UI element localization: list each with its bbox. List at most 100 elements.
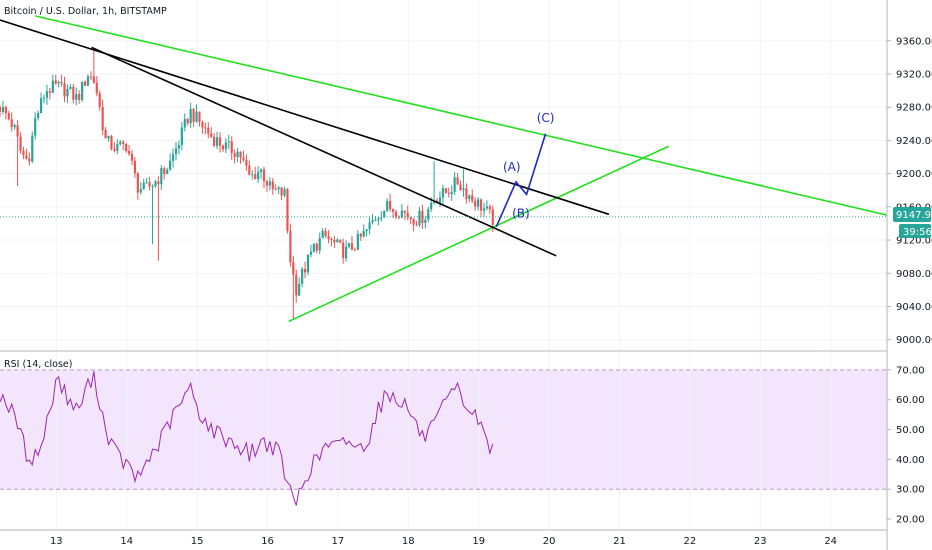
candle-body <box>309 251 313 255</box>
candle-body <box>31 135 34 162</box>
candle-body <box>130 153 134 161</box>
candle-body <box>438 197 442 203</box>
candle-body <box>468 195 471 199</box>
candle-body <box>333 239 336 243</box>
candle-body <box>315 243 318 251</box>
candle-body <box>189 109 192 124</box>
candle-body <box>374 219 377 221</box>
candle-body <box>394 211 398 217</box>
candle-body <box>265 181 269 186</box>
candle-body <box>169 160 172 170</box>
candle-body <box>34 117 37 136</box>
candle-body <box>63 83 66 97</box>
candle-body <box>286 189 289 231</box>
price-tick-label: 9280.00 <box>896 103 932 114</box>
candle-body <box>133 160 137 174</box>
candle-body <box>160 168 163 185</box>
candle-body <box>259 169 263 172</box>
candle-body <box>321 230 324 239</box>
candle-body <box>119 141 122 145</box>
time-tick-label: 21 <box>613 536 626 547</box>
green-trendline[interactable] <box>35 15 888 216</box>
candle-body <box>83 81 87 86</box>
candle-body <box>127 151 131 154</box>
time-tick-label: 24 <box>824 536 837 547</box>
candle-body <box>218 137 222 146</box>
price-axis[interactable]: 9360.009320.009280.009240.009200.009160.… <box>887 36 932 346</box>
black-trendline[interactable] <box>0 19 610 216</box>
candle-body <box>157 181 160 185</box>
candle-body <box>166 169 169 174</box>
candle-body <box>400 210 403 218</box>
candle-body <box>415 224 418 226</box>
candle-body <box>89 76 93 78</box>
time-tick-label: 19 <box>472 536 485 547</box>
candle-body <box>459 184 462 191</box>
candle-body <box>92 76 95 83</box>
candle-body <box>213 136 216 146</box>
candle-body <box>456 177 459 185</box>
time-tick-label: 13 <box>50 536 63 547</box>
candle-body <box>380 217 383 219</box>
grid <box>0 0 887 530</box>
candle-body <box>66 89 69 97</box>
candle-body <box>406 212 409 217</box>
candle-body <box>51 80 54 93</box>
candle-body <box>474 200 477 207</box>
candle-body <box>303 268 307 273</box>
countdown-value: 39:56 <box>903 227 932 238</box>
candle-body <box>28 158 31 162</box>
candle-body <box>268 181 271 186</box>
candle-body <box>54 80 57 84</box>
rsi-tick-label: 60.00 <box>896 395 925 406</box>
time-axis[interactable]: 13 14 15 16 17 18 19 20 21 22 23 24 <box>50 536 837 547</box>
candle-body <box>136 173 139 193</box>
price-tick-label: 9040.00 <box>896 302 932 313</box>
rsi-tick-label: 20.00 <box>896 515 925 526</box>
candle-body <box>289 230 292 263</box>
candle-body <box>227 141 230 143</box>
candle-body <box>257 171 260 180</box>
candle-body <box>171 154 175 161</box>
candle-body <box>485 206 489 209</box>
candle-body <box>254 174 257 180</box>
candle-body <box>192 109 195 122</box>
candle-body <box>386 200 389 211</box>
wave-label: (B) <box>512 207 530 221</box>
candle-body <box>125 143 128 152</box>
candle-body <box>148 182 151 187</box>
candle-body <box>362 231 365 237</box>
candle-body <box>110 135 113 149</box>
candle-body <box>427 209 430 220</box>
black-trendline[interactable] <box>91 46 557 257</box>
candle-body <box>421 210 424 224</box>
candle-body <box>4 107 7 114</box>
candle-body <box>22 150 25 156</box>
candle-body <box>1 107 5 112</box>
candle-body <box>397 216 401 218</box>
candle-body <box>13 125 16 128</box>
candle-body <box>116 144 119 151</box>
wave-label: (C) <box>537 111 555 125</box>
candle-body <box>195 111 198 122</box>
candle-body <box>57 81 60 84</box>
candle-body <box>81 81 84 100</box>
rsi-tick-label: 70.00 <box>896 365 925 376</box>
candle-body <box>412 218 415 225</box>
green-trendline[interactable] <box>288 145 670 323</box>
candle-body <box>19 136 22 151</box>
candle-body <box>350 243 354 250</box>
candle-body <box>75 93 78 100</box>
candle-body <box>371 220 374 223</box>
wave-path[interactable] <box>495 133 547 228</box>
trendlines[interactable] <box>0 15 888 323</box>
candle-body <box>151 185 154 187</box>
candle-body <box>330 238 333 240</box>
candle-body <box>368 222 371 230</box>
candle-body <box>271 181 274 189</box>
candles <box>0 49 494 319</box>
rsi-tick-label: 40.00 <box>896 455 925 466</box>
rsi-axis[interactable]: 70.00 60.00 50.00 40.00 30.00 20.00 <box>887 365 925 526</box>
candle-body <box>122 141 125 144</box>
